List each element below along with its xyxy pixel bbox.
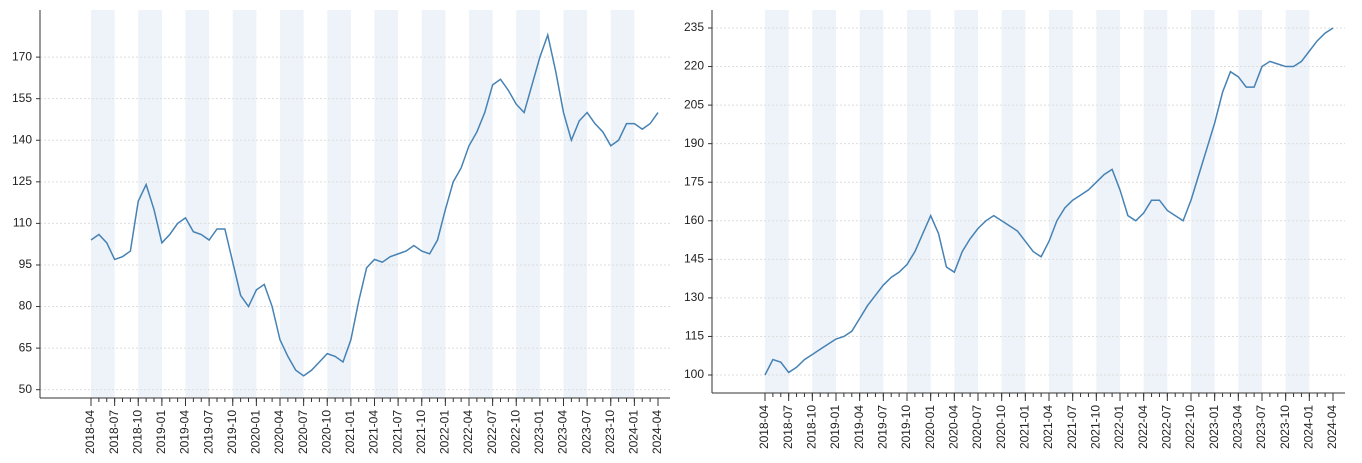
x-tick-label: 2019-07	[876, 405, 890, 449]
x-tick-label: 2020-04	[947, 405, 961, 449]
shade-band	[91, 10, 115, 398]
shade-band	[563, 10, 588, 398]
y-tick-label: 125	[12, 174, 32, 188]
x-tick-label: 2020-04	[272, 410, 286, 454]
x-tick-label: 2023-01	[1207, 405, 1221, 449]
x-tick-label: 2020-01	[923, 405, 937, 449]
x-tick-label: 2018-07	[107, 410, 121, 454]
shade-band	[812, 10, 836, 393]
x-tick-label: 2020-10	[319, 410, 333, 454]
x-tick-label: 2023-04	[556, 410, 570, 454]
x-tick-label: 2024-04	[1325, 405, 1339, 449]
x-tick-label: 2022-07	[1160, 405, 1174, 449]
x-tick-label: 2023-10	[1278, 405, 1292, 449]
shade-band	[138, 10, 162, 398]
x-tick-label: 2021-07	[390, 410, 404, 454]
x-tick-label: 2020-07	[970, 405, 984, 449]
x-tick-label: 2023-01	[532, 410, 546, 454]
shade-band	[185, 10, 210, 398]
x-tick-label: 2022-04	[1136, 405, 1150, 449]
shade-band	[1238, 10, 1262, 393]
shade-band	[1001, 10, 1026, 393]
shade-band	[1285, 10, 1310, 393]
shade-band	[280, 10, 304, 398]
shade-band	[421, 10, 446, 398]
x-tick-label: 2021-01	[1018, 405, 1032, 449]
shade-band	[1143, 10, 1168, 393]
x-tick-label: 2019-01	[828, 405, 842, 449]
x-tick-label: 2021-01	[343, 410, 357, 454]
y-tick-label: 140	[12, 132, 32, 146]
shade-band	[327, 10, 351, 398]
x-tick-label: 2023-10	[603, 410, 617, 454]
shade-band	[1096, 10, 1120, 393]
x-tick-label: 2024-04	[650, 410, 664, 454]
shade-band	[765, 10, 789, 393]
plot: 50 65 80 95 110 125 140 155 170 2018-04 2018-07 201…	[12, 10, 670, 454]
x-tick-label: 2022-01	[1112, 405, 1126, 449]
x-tick-label: 2024-01	[1302, 405, 1316, 449]
shade-band	[1049, 10, 1073, 393]
x-tick-label: 2020-01	[249, 410, 263, 454]
y-tick-label: 130	[684, 290, 704, 304]
x-tick-label: 2019-04	[852, 405, 866, 449]
x-tick-label: 2018-10	[805, 405, 819, 449]
shade-band	[374, 10, 399, 398]
x-tick-label: 2019-10	[225, 410, 239, 454]
shade-band	[516, 10, 540, 398]
x-tick-label: 2022-04	[461, 410, 475, 454]
x-tick-label: 2018-04	[757, 405, 771, 449]
y-tick-label: 145	[684, 252, 704, 266]
x-tick-label: 2018-04	[83, 410, 97, 454]
shade-band	[907, 10, 931, 393]
y-tick-label: 205	[684, 97, 704, 111]
x-tick-label: 2024-01	[627, 410, 641, 454]
y-tick-label: 50	[19, 382, 33, 396]
y-tick-label: 110	[13, 216, 32, 230]
shade-band	[859, 10, 884, 393]
x-tick-label: 2021-04	[367, 410, 381, 454]
y-tick-label: 190	[684, 136, 704, 150]
y-tick-label: 220	[684, 59, 704, 73]
x-tick-label: 2023-07	[579, 410, 593, 454]
x-tick-label: 2022-07	[485, 410, 499, 454]
y-tick-label: 95	[19, 257, 33, 271]
shade-band	[1191, 10, 1215, 393]
x-tick-label: 2021-04	[1041, 405, 1055, 449]
y-tick-label: 115	[685, 329, 704, 343]
x-tick-label: 2019-10	[899, 405, 913, 449]
y-tick-label: 100	[684, 367, 704, 381]
data-line	[90, 32, 659, 377]
y-tick-label: 175	[684, 174, 704, 188]
x-tick-label: 2019-04	[178, 410, 192, 454]
x-tick-label: 2021-10	[414, 410, 428, 454]
y-tick-label: 160	[684, 213, 704, 227]
shade-band	[469, 10, 493, 398]
y-tick-label: 170	[12, 49, 32, 63]
x-tick-label: 2020-07	[296, 410, 310, 454]
x-tick-label: 2023-04	[1231, 405, 1245, 449]
y-tick-label: 155	[12, 91, 32, 105]
x-tick-label: 2021-10	[1089, 405, 1103, 449]
x-tick-label: 2022-10	[508, 410, 522, 454]
x-tick-label: 2022-01	[438, 410, 452, 454]
data-line	[764, 27, 1334, 376]
shade-band	[954, 10, 978, 393]
x-tick-label: 2018-07	[781, 405, 795, 449]
x-tick-label: 2021-07	[1065, 405, 1079, 449]
y-tick-label: 235	[684, 20, 704, 34]
shade-band	[232, 10, 257, 398]
x-tick-label: 2020-10	[994, 405, 1008, 449]
y-tick-label: 80	[19, 299, 33, 313]
x-tick-label: 2023-07	[1254, 405, 1268, 449]
x-tick-label: 2019-07	[201, 410, 215, 454]
x-tick-label: 2018-10	[130, 410, 144, 454]
x-tick-label: 2022-10	[1183, 405, 1197, 449]
plot: 100 115 130 145 160 175 190 205 220 235 2018-04 201…	[684, 10, 1345, 449]
y-tick-label: 65	[19, 340, 33, 354]
shade-band	[610, 10, 635, 398]
x-tick-label: 2019-01	[154, 410, 168, 454]
